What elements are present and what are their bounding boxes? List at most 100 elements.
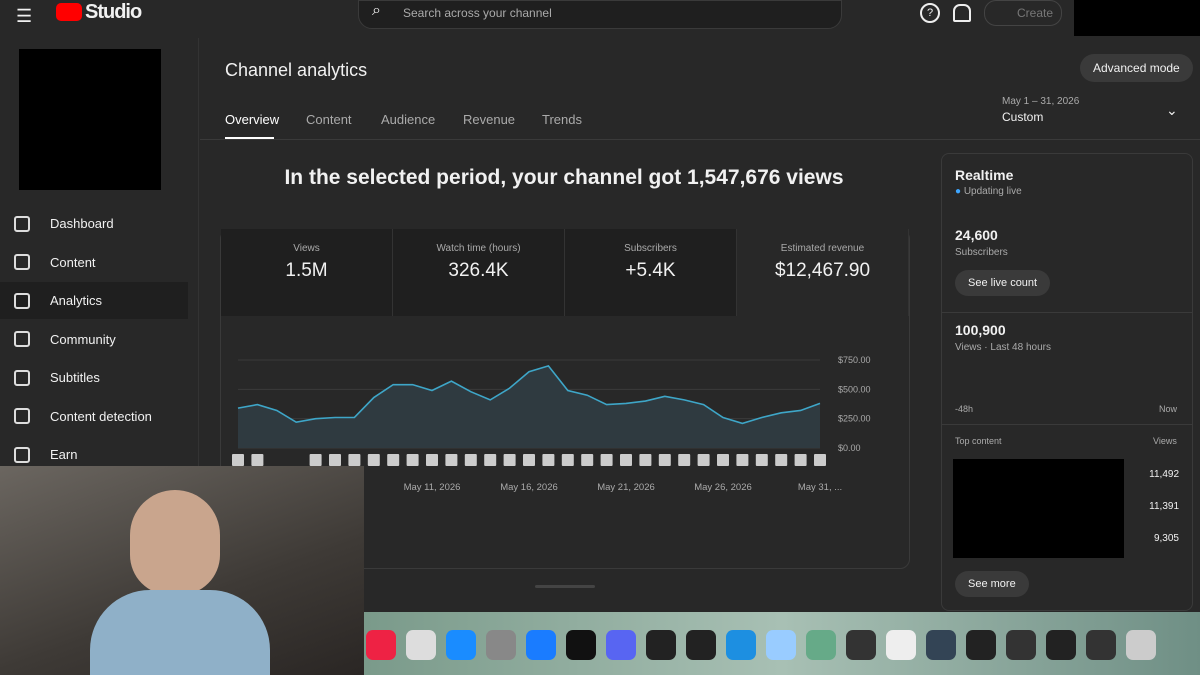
dock-icon[interactable]: [606, 630, 636, 660]
video-marker: [620, 454, 632, 466]
bell-icon[interactable]: [953, 4, 971, 22]
metric-card[interactable]: Estimated revenue $12,467.90: [737, 229, 909, 316]
top-content-label: Top content: [955, 436, 1002, 446]
nav-label[interactable]: Content: [50, 254, 96, 270]
dock-icon[interactable]: [1046, 630, 1076, 660]
nav-item[interactable]: Content detection: [0, 398, 188, 435]
dock-icon[interactable]: [726, 630, 756, 660]
video-marker: [775, 454, 788, 466]
nav-item[interactable]: Subtitles: [0, 359, 188, 396]
video-marker: [561, 454, 574, 466]
nav-label[interactable]: Community: [50, 331, 116, 347]
dock-icon[interactable]: [766, 630, 796, 660]
dock-icon[interactable]: [1126, 630, 1156, 660]
y-tick-label: $0.00: [838, 443, 861, 453]
dock-icon[interactable]: [366, 630, 396, 660]
see-more-button[interactable]: See more: [955, 571, 1029, 597]
dock-icon[interactable]: [406, 630, 436, 660]
dock-icon[interactable]: [806, 630, 836, 660]
date-range[interactable]: May 1 – 31, 2026: [1002, 96, 1080, 107]
dock-icon[interactable]: [966, 630, 996, 660]
video-marker: [503, 454, 516, 466]
metric-value: 1.5M: [285, 260, 328, 281]
date-preset[interactable]: Custom: [1002, 110, 1044, 124]
divider: [200, 139, 1200, 140]
nav-label[interactable]: Analytics: [50, 293, 103, 308]
nav-icon: [14, 331, 30, 347]
nav-label[interactable]: Content detection: [50, 408, 152, 424]
x-tick-label: May 21, 2026: [597, 482, 655, 493]
top-view-count: 11,391: [1149, 501, 1179, 512]
dock-icon[interactable]: [886, 630, 916, 660]
search-box[interactable]: [358, 0, 842, 29]
advanced-mode-button[interactable]: Advanced mode: [1080, 54, 1193, 82]
help-icon[interactable]: ?: [920, 3, 940, 23]
channel-avatar-redacted: [19, 49, 161, 190]
tab[interactable]: Content: [306, 112, 352, 127]
nav-item[interactable]: Dashboard: [0, 205, 188, 242]
video-marker: [348, 454, 361, 466]
video-marker: [814, 454, 826, 466]
bars-end: Now: [1159, 404, 1178, 414]
dock-icon[interactable]: [1006, 630, 1036, 660]
video-marker: [600, 454, 613, 466]
tab[interactable]: Audience: [381, 112, 436, 127]
dock-icon[interactable]: [646, 630, 676, 660]
metric-card[interactable]: Views 1.5M: [221, 229, 393, 316]
y-tick-label: $250.00: [838, 414, 871, 424]
video-marker: [464, 454, 477, 466]
realtime-status: ● Updating live: [955, 186, 1022, 197]
y-tick-label: $750.00: [838, 355, 871, 365]
views-label: Views · Last 48 hours: [955, 342, 1051, 353]
thumbnails-redacted: [953, 459, 1124, 558]
live-count-button[interactable]: See live count: [955, 270, 1051, 296]
video-marker: [426, 454, 438, 466]
nav-label[interactable]: Subtitles: [50, 370, 100, 385]
top-view-count: 11,492: [1149, 469, 1179, 480]
video-marker: [717, 454, 729, 466]
video-marker: [736, 454, 749, 466]
menu-icon[interactable]: ☰: [16, 6, 33, 26]
realtime-title: Realtime: [955, 167, 1014, 183]
tab[interactable]: Revenue: [463, 112, 516, 127]
subscriber-label: Subscribers: [955, 247, 1008, 258]
search-placeholder[interactable]: Search across your channel: [403, 6, 552, 20]
video-marker: [367, 454, 380, 466]
metric-card[interactable]: Subscribers +5.4K: [565, 229, 737, 316]
nav-icon: [14, 215, 30, 232]
dock-icon[interactable]: [1086, 630, 1116, 660]
nav-label[interactable]: Dashboard: [50, 216, 114, 231]
line: [237, 364, 821, 425]
logo-icon: [56, 3, 82, 21]
tab[interactable]: Overview: [225, 112, 280, 127]
nav-label[interactable]: Earn: [50, 447, 78, 462]
nav-item[interactable]: Content: [0, 244, 188, 281]
nav-item[interactable]: Analytics: [0, 282, 188, 319]
video-marker: [755, 454, 768, 466]
dock-icon[interactable]: [686, 630, 716, 660]
dock-icon[interactable]: [566, 630, 596, 660]
logo[interactable]: Studio: [85, 1, 142, 23]
dock-icon[interactable]: [846, 630, 876, 660]
nav-icon: [14, 446, 30, 463]
x-tick-label: May 11, 2026: [404, 482, 461, 493]
nav-item[interactable]: Community: [0, 321, 188, 358]
dropdown-arrow[interactable]: ⌄: [1166, 102, 1178, 118]
create-button[interactable]: Create: [984, 0, 1062, 26]
webcam-shirt: [90, 590, 270, 675]
area: [238, 365, 820, 448]
divider: [942, 424, 1192, 425]
nav-item[interactable]: Earn: [0, 436, 188, 473]
y-tick-label: $500.00: [838, 384, 871, 394]
redacted: [1074, 0, 1200, 36]
tab[interactable]: Trends: [542, 112, 582, 127]
video-marker: [387, 454, 400, 466]
dock-icon[interactable]: [526, 630, 556, 660]
metric-card[interactable]: Watch time (hours) 326.4K: [393, 229, 565, 316]
search-icon: ⌕: [372, 2, 381, 19]
video-marker: [406, 454, 419, 466]
dock-icon[interactable]: [926, 630, 956, 660]
dock-icon[interactable]: [486, 630, 516, 660]
dock-icon[interactable]: [446, 630, 476, 660]
